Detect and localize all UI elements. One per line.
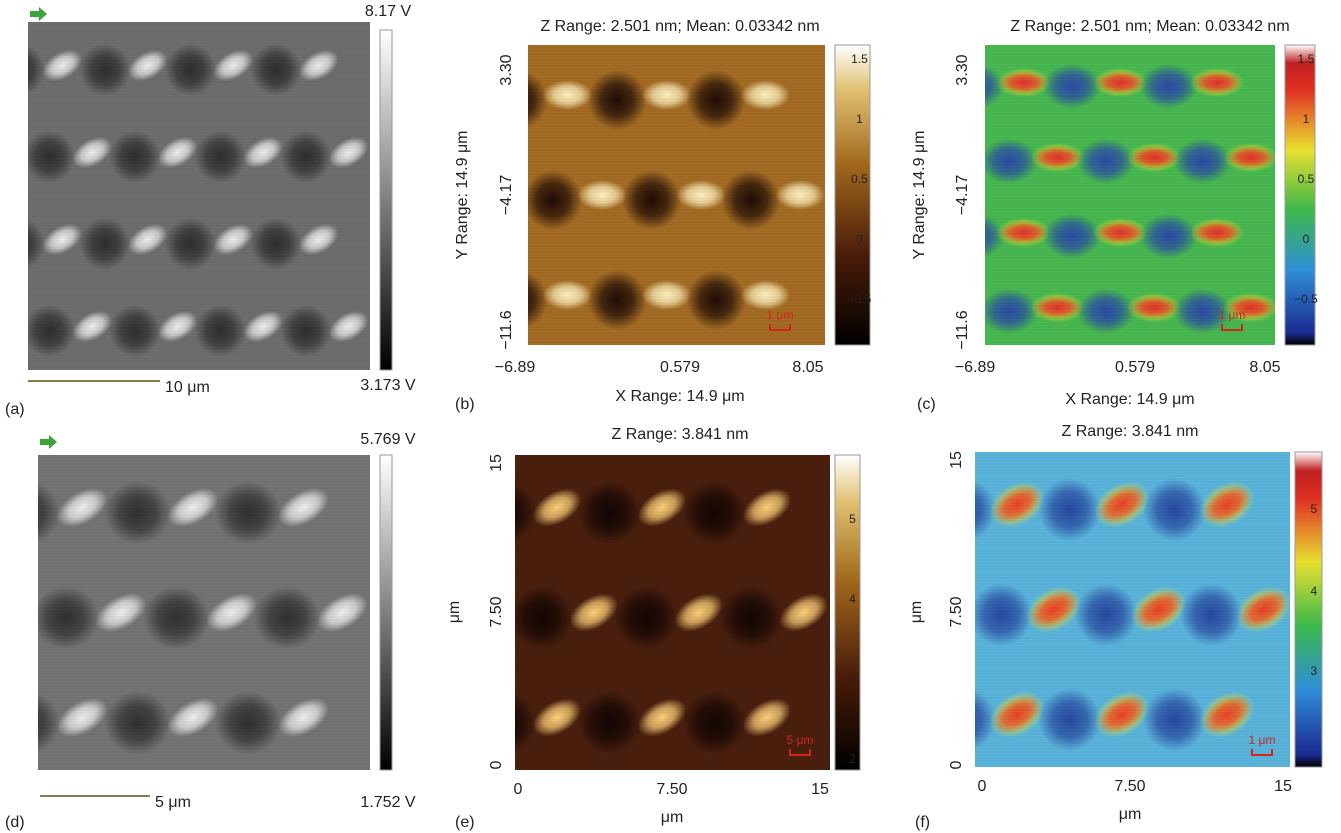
colorbar-tick-label: 1 — [1303, 112, 1310, 126]
scale-bar-label: 1 μm — [767, 308, 794, 322]
x-axis-label: X Range: 14.9 μm — [615, 388, 744, 405]
scale-bar-label: 5 μm — [155, 794, 191, 811]
scale-bar-label: 5 μm — [787, 733, 814, 747]
colorbar — [380, 455, 392, 770]
x-tick-label: 0.579 — [1115, 359, 1155, 376]
panel-title: Z Range: 3.841 nm — [1062, 423, 1199, 440]
x-axis-label: X Range: 14.9 μm — [1065, 391, 1194, 408]
y-axis-label: μm — [908, 601, 925, 624]
colorbar — [380, 30, 392, 370]
x-tick-label: 0 — [978, 778, 987, 795]
y-axis-label: Y Range: 14.9 μm — [454, 131, 471, 260]
scan-image — [0, 22, 374, 370]
colorbar-tick-label: 2 — [849, 752, 856, 766]
scan-image — [488, 45, 825, 345]
dark-spot — [587, 70, 646, 130]
x-tick-label: 7.50 — [656, 781, 687, 798]
x-tick-label: 15 — [811, 781, 829, 798]
colorbar-tick-label: 1 — [856, 112, 863, 126]
colorbar-tick-label: 1.5 — [1298, 52, 1315, 66]
y-tick-label: −11.6 — [954, 310, 971, 349]
colorbar-tick-label: 0.5 — [1298, 172, 1315, 186]
y-tick-label: 0 — [488, 760, 505, 769]
dark-spot — [523, 170, 582, 230]
min-value: 1.752 V — [360, 794, 415, 811]
panel-label: (b) — [455, 396, 475, 413]
colorbar-tick-label: 5 — [849, 512, 856, 526]
x-tick-label: 0.579 — [660, 359, 700, 376]
colorbar-tick-label: 1.5 — [851, 52, 868, 66]
min-value: 3.173 V — [360, 377, 415, 394]
colorbar-tick-label: 0 — [856, 232, 863, 246]
x-tick-label: 0 — [514, 781, 523, 798]
scan-image — [946, 45, 1278, 345]
colorbar-tick-label: −0.5 — [1294, 292, 1318, 306]
x-tick-label: 7.50 — [1114, 778, 1145, 795]
y-tick-label: 15 — [488, 454, 505, 472]
y-axis-label: Y Range: 14.9 μm — [911, 131, 928, 260]
panel-label: (c) — [917, 396, 936, 413]
y-tick-label: −11.6 — [498, 310, 515, 349]
y-tick-label: 15 — [948, 451, 965, 469]
y-tick-label: 0 — [948, 760, 965, 769]
colorbar-tick-label: 0 — [1303, 232, 1310, 246]
colorbar — [1295, 452, 1322, 767]
panel-label: (e) — [455, 814, 475, 831]
dark-spot — [721, 170, 780, 230]
panel-title: Z Range: 2.501 nm; Mean: 0.03342 nm — [540, 18, 819, 35]
max-value: 8.17 V — [365, 3, 412, 20]
y-tick-label: 3.30 — [498, 54, 515, 85]
colorbar-tick-label: 3 — [1311, 664, 1318, 678]
panel-label: (f) — [915, 814, 930, 831]
panel-title: Z Range: 2.501 nm; Mean: 0.03342 nm — [1010, 18, 1289, 35]
colorbar-tick-label: 4 — [1311, 584, 1318, 598]
y-tick-label: −4.17 — [954, 175, 971, 216]
max-value: 5.769 V — [360, 431, 415, 448]
y-tick-label: 7.50 — [488, 596, 505, 627]
y-tick-label: 7.50 — [948, 596, 965, 627]
x-tick-label: 8.05 — [1249, 359, 1280, 376]
colorbar-tick-label: 0.5 — [851, 172, 868, 186]
scale-bar-label: 1 μm — [1249, 733, 1276, 747]
panel-title: Z Range: 3.841 nm — [612, 426, 749, 443]
colorbar-tick-label: 3 — [849, 672, 856, 686]
dark-spot — [622, 170, 681, 230]
panel-label: (d) — [5, 814, 25, 831]
x-tick-label: 15 — [1274, 778, 1292, 795]
scale-bar-label: 1 μm — [1219, 308, 1246, 322]
y-tick-label: −4.17 — [498, 175, 515, 216]
panel-label: (a) — [5, 401, 25, 418]
colorbar — [835, 455, 860, 770]
scan-image — [473, 455, 834, 770]
x-axis-label: μm — [1119, 806, 1142, 823]
y-axis-label: μm — [446, 601, 463, 624]
scan-image — [933, 452, 1300, 767]
colorbar-tick-label: 4 — [849, 592, 856, 606]
scale-bar-label: 10 μm — [165, 379, 210, 396]
page: (a)8.17 V3.173 V10 μm(b)Z Range: 2.501 n… — [0, 0, 1341, 833]
figure: (a)8.17 V3.173 V10 μm(b)Z Range: 2.501 n… — [0, 0, 1341, 833]
arrow-icon — [40, 435, 57, 449]
arrow-icon — [30, 7, 47, 21]
dark-spot — [686, 70, 745, 130]
x-tick-label: 8.05 — [792, 359, 823, 376]
scan-image — [0, 455, 374, 770]
y-tick-label: 3.30 — [954, 54, 971, 85]
x-tick-label: −6.89 — [495, 359, 536, 376]
x-axis-label: μm — [661, 809, 684, 826]
colorbar-tick-label: −0.5 — [848, 292, 872, 306]
colorbar-tick-label: 5 — [1311, 502, 1318, 516]
x-tick-label: −6.89 — [955, 359, 996, 376]
